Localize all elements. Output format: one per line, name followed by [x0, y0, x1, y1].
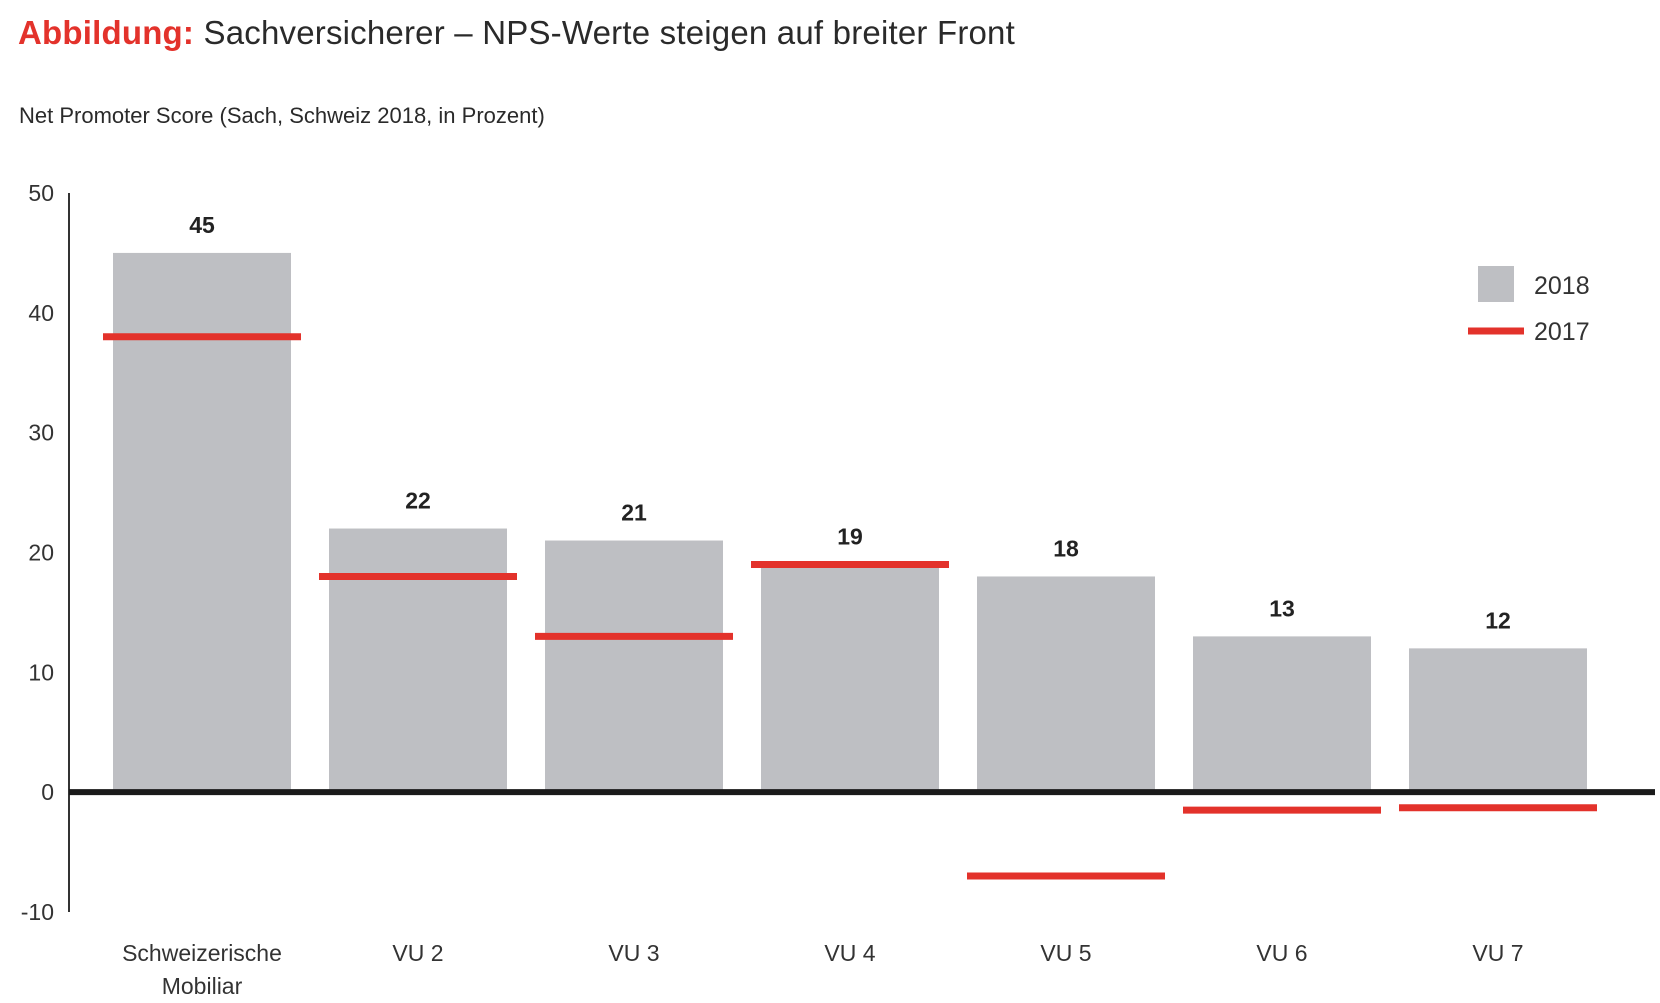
- value-label: 21: [621, 500, 647, 526]
- bar-2018: [545, 540, 723, 793]
- legend-swatch-2018: [1478, 266, 1514, 302]
- category-label: Schweizerische: [122, 940, 282, 966]
- category-label: VU 2: [392, 940, 443, 966]
- legend-label-2018: 2018: [1534, 272, 1590, 300]
- title-prefix: Abbildung:: [18, 14, 195, 51]
- title-text: Sachversicherer – NPS-Werte steigen auf …: [203, 14, 1015, 51]
- y-tick-label: -10: [21, 899, 54, 925]
- y-tick-label: 10: [28, 659, 54, 685]
- value-label: 22: [405, 488, 431, 514]
- value-label: 13: [1269, 595, 1295, 621]
- category-label: Mobiliar: [162, 973, 243, 999]
- chart-subtitle: Net Promoter Score (Sach, Schweiz 2018, …: [19, 103, 545, 128]
- markers-2017: [103, 333, 1597, 880]
- y-tick-label: 40: [28, 300, 54, 326]
- axes: [68, 193, 1655, 912]
- value-labels: 45 22 21 19 18 13 12: [189, 212, 1511, 633]
- y-tick-label: 50: [28, 180, 54, 206]
- y-tick-label: 20: [28, 540, 54, 566]
- value-label: 19: [837, 523, 863, 549]
- legend-label-2017: 2017: [1534, 318, 1590, 346]
- value-label: 12: [1485, 607, 1511, 633]
- y-tick-label: 0: [41, 779, 54, 805]
- category-label: VU 4: [824, 940, 875, 966]
- category-label: VU 5: [1040, 940, 1091, 966]
- bar-2018: [329, 528, 507, 793]
- category-labels: Schweizerische Mobiliar VU 2 VU 3 VU 4 VU 5 VU…: [122, 940, 1523, 999]
- bars-2018: [113, 252, 1587, 793]
- bar-2018: [1193, 636, 1371, 793]
- category-label: VU 3: [608, 940, 659, 966]
- bar-2018: [761, 564, 939, 793]
- value-label: 45: [189, 212, 215, 238]
- bar-2018: [113, 252, 291, 793]
- legend: 2018 2017: [1468, 266, 1590, 346]
- y-tick-label: 30: [28, 420, 54, 446]
- chart-title: Abbildung: Sachversicherer – NPS-Werte s…: [18, 14, 1015, 52]
- value-label: 18: [1053, 535, 1079, 561]
- bar-2018: [1409, 648, 1587, 793]
- y-axis-ticks: 50 40 30 20 10 0 -10: [21, 180, 54, 925]
- category-label: VU 6: [1256, 940, 1307, 966]
- category-label: VU 7: [1472, 940, 1523, 966]
- bar-2018: [977, 576, 1155, 793]
